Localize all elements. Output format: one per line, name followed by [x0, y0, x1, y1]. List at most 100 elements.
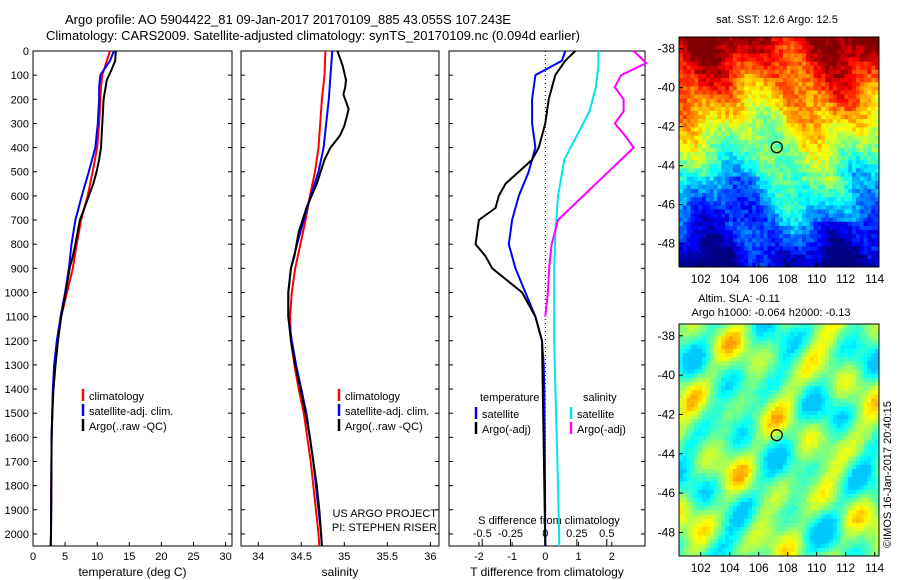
map-cell — [836, 390, 841, 395]
map-cell — [840, 86, 845, 91]
map-cell — [767, 131, 772, 136]
map-cell — [875, 258, 880, 264]
map-cell — [875, 353, 880, 358]
map-cell — [821, 176, 826, 182]
map-cell — [767, 373, 772, 379]
map-cell — [755, 456, 761, 462]
map-cell — [767, 357, 772, 362]
map-cell — [709, 131, 715, 136]
map-cell — [698, 423, 703, 428]
map-cell — [713, 238, 718, 243]
map-cell — [809, 49, 815, 54]
map-cell — [794, 238, 799, 243]
map-cell — [698, 123, 703, 128]
map-cell — [682, 37, 688, 42]
map-cell — [748, 106, 753, 112]
map-cell — [802, 193, 807, 198]
map-cell — [759, 164, 765, 169]
map-cell — [759, 357, 765, 362]
map-cell — [855, 460, 861, 466]
map-cell — [705, 460, 711, 466]
map-cell — [790, 415, 795, 420]
map-cell — [844, 238, 849, 243]
map-cell — [848, 184, 853, 190]
map-cell — [836, 139, 841, 145]
map-cell — [694, 176, 699, 182]
map-cell — [690, 377, 695, 383]
map-cell — [755, 382, 761, 387]
map-cell — [732, 390, 738, 395]
map-cell — [805, 464, 811, 470]
map-cell — [790, 188, 795, 194]
map-cell — [855, 456, 861, 462]
map-cell — [840, 361, 845, 366]
map-cell — [713, 168, 718, 173]
map-cell — [682, 61, 688, 67]
map-cell — [825, 369, 830, 375]
map-cell — [871, 353, 876, 358]
map-cell — [790, 382, 795, 387]
map-cell — [809, 164, 815, 169]
map-cell — [863, 184, 868, 190]
map-cell — [875, 254, 880, 260]
map-cell — [736, 382, 741, 387]
map-cell — [840, 254, 845, 260]
map-cell — [802, 369, 807, 375]
map-cell — [871, 86, 876, 91]
map-cell — [698, 382, 703, 387]
map-cell — [759, 127, 765, 132]
map-cell — [805, 369, 811, 375]
map-cell — [709, 336, 715, 341]
map-cell — [809, 411, 815, 416]
map-cell — [875, 456, 880, 462]
map-cell — [755, 90, 761, 95]
map-cell — [752, 448, 757, 453]
map-cell — [829, 386, 834, 391]
map-cell — [786, 440, 791, 445]
map-cell — [794, 119, 799, 124]
map-cell — [736, 221, 741, 227]
map-cell — [875, 65, 880, 71]
map-cell — [717, 115, 722, 120]
map-cell — [844, 361, 849, 366]
map-cell — [763, 45, 768, 50]
map-cell — [752, 201, 757, 206]
map-cell — [786, 250, 791, 256]
map-cell — [871, 377, 876, 383]
map-cell — [702, 377, 707, 383]
map-cell — [759, 444, 765, 449]
map-cell — [682, 94, 688, 100]
map-cell — [786, 254, 791, 260]
map-cell — [779, 131, 784, 136]
map-cell — [813, 456, 818, 462]
map-cell — [694, 353, 699, 358]
map-cell — [705, 49, 711, 54]
map-cell — [682, 205, 688, 210]
map-cell — [744, 119, 749, 124]
map-cell — [709, 406, 715, 412]
map-cell — [813, 41, 818, 46]
map-cell — [871, 123, 876, 128]
map-cell — [721, 53, 726, 58]
map-cell — [794, 390, 799, 395]
legend-label: Argo(..raw -QC) — [345, 421, 423, 433]
map-cell — [829, 357, 834, 362]
map-cell — [740, 131, 745, 136]
map-cell — [759, 115, 765, 120]
map-cell — [705, 106, 711, 112]
map-cell — [844, 402, 849, 408]
map-cell — [729, 386, 734, 391]
map-cell — [782, 78, 788, 83]
map-cell — [817, 94, 822, 100]
map-cell — [859, 402, 865, 408]
map-cell — [690, 143, 695, 149]
map-cell — [717, 164, 722, 169]
map-cell — [732, 234, 738, 239]
map-cell — [794, 258, 799, 264]
map-cell — [748, 143, 753, 149]
map-cell — [848, 188, 853, 194]
map-cell — [775, 41, 780, 46]
map-cell — [698, 201, 703, 206]
map-cell — [821, 464, 826, 470]
map-cell — [852, 344, 857, 350]
